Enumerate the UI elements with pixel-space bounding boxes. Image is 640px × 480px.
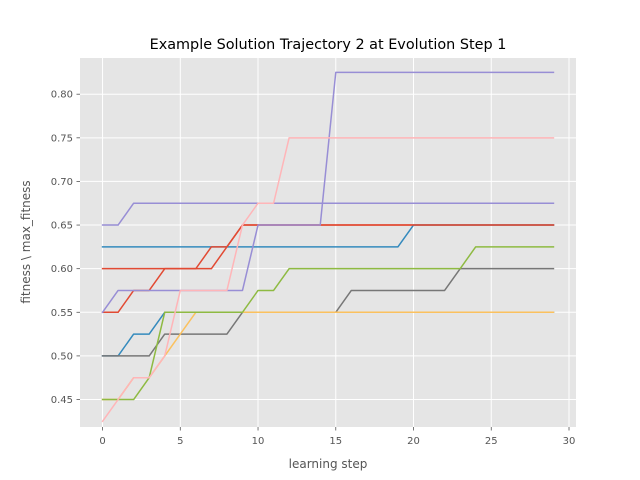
x-tick-label: 5 xyxy=(177,436,183,447)
y-tick-label: 0.80 xyxy=(51,90,73,101)
series-line-8 xyxy=(101,311,555,401)
y-tick-label: 0.45 xyxy=(51,395,73,406)
y-tick-label: 0.50 xyxy=(51,351,73,362)
x-tick-label: 10 xyxy=(252,436,265,447)
y-tick-label: 0.55 xyxy=(51,308,73,319)
series-line-4 xyxy=(101,224,555,270)
x-tick-label: 20 xyxy=(407,436,420,447)
x-tick-label: 0 xyxy=(99,436,105,447)
y-tick-label: 0.60 xyxy=(51,264,73,275)
x-axis-label: learning step xyxy=(289,457,368,471)
series-line-5 xyxy=(101,202,555,226)
x-tick-label: 15 xyxy=(329,436,342,447)
y-tick-label: 0.65 xyxy=(51,221,73,232)
series-line-9 xyxy=(101,246,555,401)
series-layer xyxy=(101,71,555,423)
chart-title: Example Solution Trajectory 2 at Evoluti… xyxy=(150,37,507,53)
y-axis-label: fitness \ max_fitness xyxy=(19,180,33,303)
series-line-6 xyxy=(101,71,555,314)
x-tick-label: 25 xyxy=(485,436,498,447)
series-line-10 xyxy=(101,137,555,423)
y-axis-ticks: 0.45 0.50 0.55 0.60 0.65 0.70 0.75 0.80 xyxy=(51,90,80,406)
plot-area xyxy=(80,58,576,427)
y-tick-label: 0.75 xyxy=(51,133,73,144)
x-tick-label: 30 xyxy=(563,436,576,447)
y-tick-label: 0.70 xyxy=(51,177,73,188)
x-axis-ticks: 0 5 10 15 20 25 30 xyxy=(99,427,575,447)
